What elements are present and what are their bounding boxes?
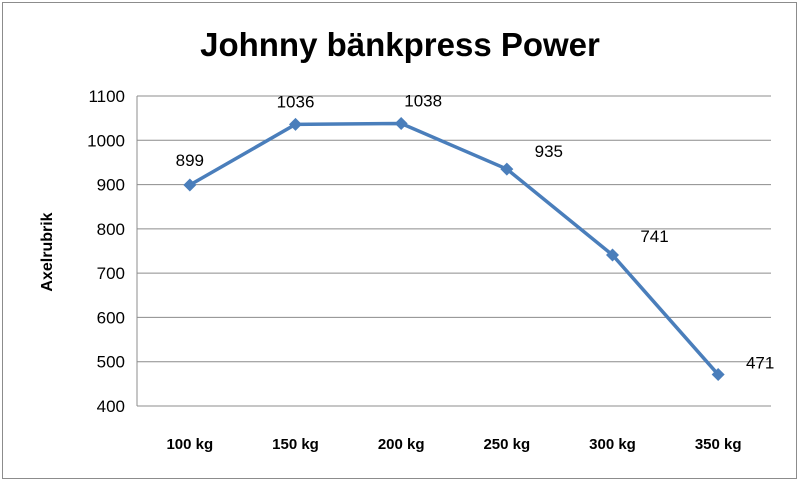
y-tick-label: 500 [97, 353, 125, 372]
data-label: 1038 [404, 91, 442, 110]
y-tick-label: 1100 [88, 87, 125, 106]
data-label: 899 [176, 151, 204, 170]
y-tick-label: 1000 [87, 131, 125, 150]
data-point-marker [500, 162, 514, 176]
data-label: 935 [535, 142, 563, 161]
y-tick-labels: 400 500 600 700 800 900 1000 1100 [87, 87, 125, 416]
y-tick-label: 700 [97, 264, 125, 283]
data-labels: 899 1036 1038 935 741 471 [176, 91, 775, 372]
chart-title: Johnny bänkpress Power [200, 26, 600, 63]
data-label: 741 [640, 227, 668, 246]
x-tick-label: 300 kg [589, 436, 636, 453]
x-tick-label: 100 kg [166, 436, 213, 453]
data-label: 471 [746, 354, 774, 373]
data-point-marker [394, 116, 408, 130]
x-tick-label: 350 kg [695, 436, 742, 453]
y-tick-label: 600 [97, 308, 125, 327]
data-point-marker [606, 248, 619, 262]
data-point-marker [289, 117, 302, 131]
x-tick-labels: 100 kg 150 kg 200 kg 250 kg 300 kg 350 kg [166, 436, 741, 453]
x-tick-label: 200 kg [378, 436, 425, 453]
y-axis-label: Axelrubrik [39, 212, 56, 291]
y-tick-label: 400 [97, 397, 125, 416]
data-point-marker [711, 368, 725, 382]
data-point-marker [183, 178, 197, 192]
y-tick-label: 800 [97, 220, 125, 239]
data-markers [183, 116, 725, 382]
x-tick-label: 250 kg [483, 436, 530, 453]
x-tick-label: 150 kg [272, 436, 319, 453]
series-line [188, 121, 720, 376]
data-label: 1036 [277, 92, 315, 111]
y-tick-label: 900 [97, 176, 125, 195]
gridlines [136, 95, 771, 407]
